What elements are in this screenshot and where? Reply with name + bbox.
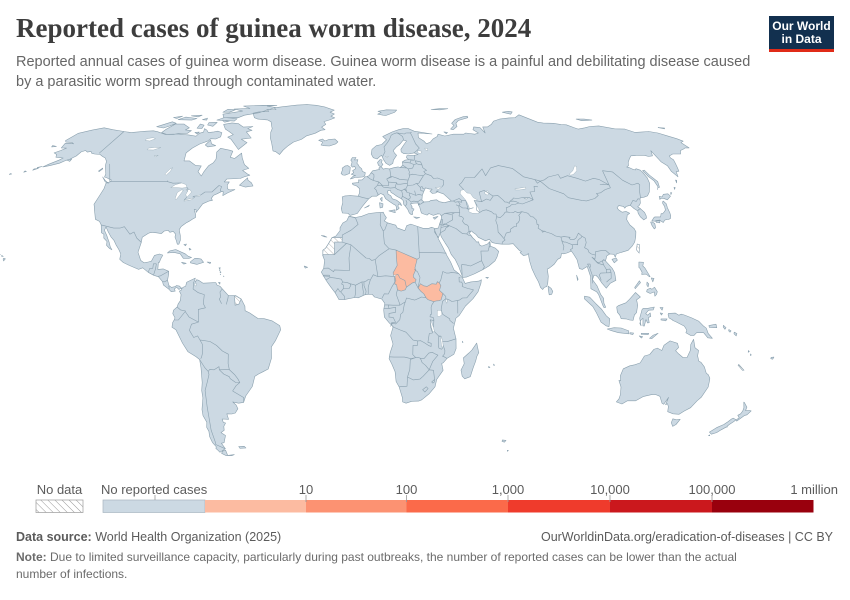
svg-text:1 million: 1 million — [790, 482, 838, 497]
svg-text:100: 100 — [396, 482, 418, 497]
svg-text:10,000: 10,000 — [590, 482, 630, 497]
svg-text:No data: No data — [37, 482, 83, 497]
svg-text:1,000: 1,000 — [492, 482, 525, 497]
svg-text:10: 10 — [299, 482, 313, 497]
svg-text:100,000: 100,000 — [689, 482, 736, 497]
svg-text:No reported cases: No reported cases — [101, 482, 208, 497]
